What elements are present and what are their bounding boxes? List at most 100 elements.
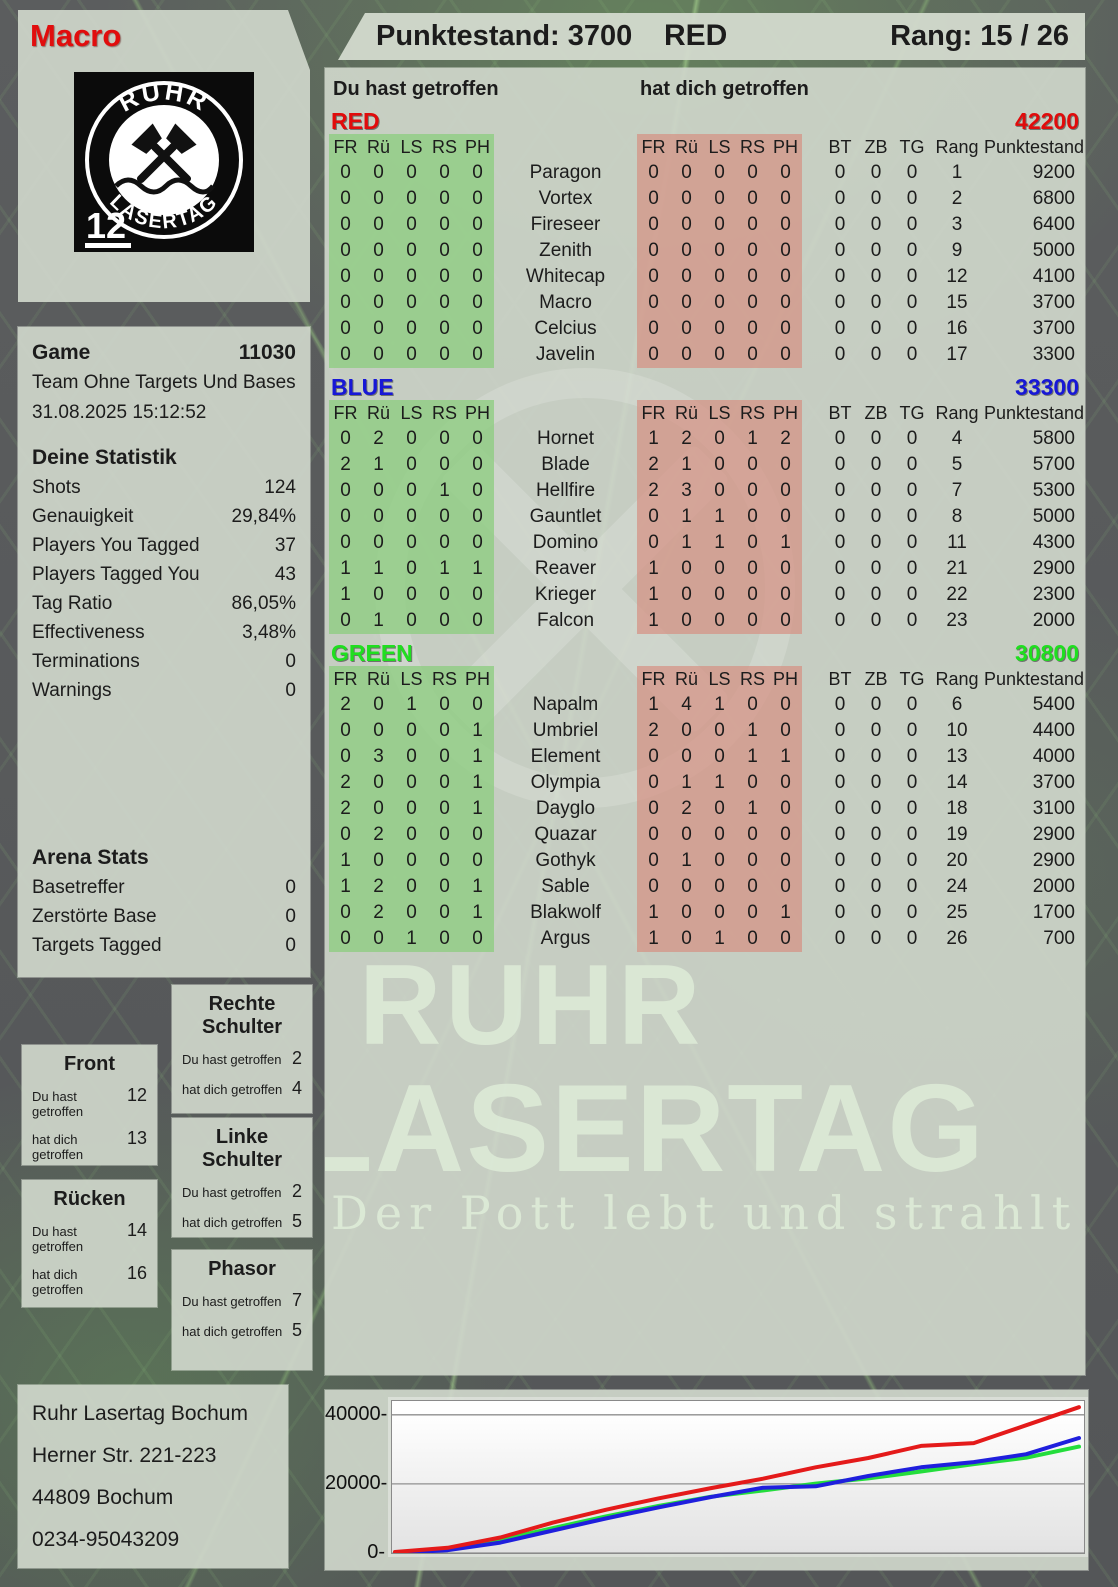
du-hit-cell: 0 [472, 162, 483, 183]
du-hit-cell: 0 [439, 720, 450, 741]
dich-hit-cell: 1 [648, 558, 659, 579]
du-hit-cell: 0 [439, 454, 450, 475]
zone-title: Front [63, 1053, 116, 1075]
col-header: TG [899, 136, 925, 157]
zb-cell: 0 [870, 214, 882, 235]
zone-du-label: Du hast getroffen [32, 1224, 84, 1254]
col-header: Rü [366, 668, 390, 689]
du-hit-cell: 1 [373, 558, 384, 579]
dich-hit-cell: 1 [714, 928, 725, 949]
bt-cell: 0 [834, 720, 846, 741]
du-hit-cell: 1 [439, 558, 450, 579]
col-header: RS [431, 402, 457, 423]
dich-hit-cell: 1 [714, 694, 725, 715]
dich-hit-cell: 0 [714, 720, 725, 741]
header-rang: Rang: 15 / 26 [890, 20, 1069, 52]
zone-du-label: Du hast getroffen [182, 1294, 282, 1309]
dich-hit-cell: 0 [714, 344, 725, 365]
punktestand-cell: 3700 [1032, 318, 1075, 339]
du-hit-cell: 0 [439, 584, 450, 605]
stat-label: Warnings [32, 680, 112, 701]
rang-cell: 21 [946, 558, 968, 579]
player-name: Blade [541, 454, 590, 475]
dich-hit-cell: 0 [780, 188, 791, 209]
dich-hit-cell: 0 [747, 876, 758, 897]
arena-stat-row: Targets Tagged 0 [32, 931, 296, 960]
team-header: RED 42200 [325, 108, 1085, 134]
dich-hit-cell: 0 [747, 506, 758, 527]
table-header-row: FR Rü LS RS PH FR Rü LS RS PH BT ZB TG Rang Punktestan… [325, 666, 1086, 692]
zone-box-linke-schulter: Linke Schulter Du hast getroffen 2 hat d… [172, 1118, 312, 1237]
tg-cell: 0 [906, 318, 918, 339]
du-hit-cell: 0 [340, 532, 351, 553]
du-hit-cell: 0 [373, 344, 384, 365]
dich-hit-cell: 0 [714, 558, 725, 579]
player-name: Umbriel [532, 720, 599, 741]
zone-du-value: 12 [126, 1085, 147, 1105]
du-hit-cell: 0 [439, 902, 450, 923]
zone-du-label: Du hast getroffen [182, 1185, 282, 1200]
punktestand-cell: 6400 [1032, 214, 1075, 235]
punktestand-cell: 5700 [1032, 454, 1075, 475]
du-hit-cell: 0 [439, 240, 450, 261]
bt-cell: 0 [834, 824, 846, 845]
du-hit-cell: 0 [373, 694, 384, 715]
bt-cell: 0 [834, 162, 846, 183]
punktestand-cell: 5000 [1032, 506, 1075, 527]
tg-cell: 0 [906, 928, 918, 949]
statistik-row: Tag Ratio 86,05% [32, 589, 296, 618]
col-header: RS [739, 402, 765, 423]
zone-dich-value: 16 [126, 1263, 147, 1283]
dich-hit-cell: 0 [648, 240, 659, 261]
zb-cell: 0 [870, 850, 882, 871]
du-hit-cell: 0 [340, 188, 351, 209]
player-row: 0 0 1 0 0 Argus 1 0 1 0 0 0 0 0 26 700 [325, 926, 1085, 952]
dich-hit-cell: 0 [747, 214, 758, 235]
player-row: 0 2 0 0 1 Blakwolf 1 0 0 0 1 0 0 0 25 1700 [325, 900, 1085, 926]
dich-hit-cell: 0 [747, 162, 758, 183]
punktestand-cell: 2900 [1032, 850, 1075, 871]
du-hit-cell: 0 [439, 506, 450, 527]
arena-stat-row: Zerstörte Base 0 [32, 902, 296, 931]
dich-hit-cell: 0 [747, 824, 758, 845]
bt-cell: 0 [834, 480, 846, 501]
dich-hit-cell: 1 [681, 772, 692, 793]
tg-cell: 0 [906, 584, 918, 605]
dich-hit-cell: 1 [714, 772, 725, 793]
du-hit-cell: 0 [439, 162, 450, 183]
rang-cell: 11 [947, 532, 967, 553]
du-hit-cell: 0 [373, 772, 384, 793]
du-hit-cell: 0 [406, 454, 417, 475]
dich-hit-cell: 0 [747, 292, 758, 313]
stat-value: 0 [285, 680, 296, 701]
du-hit-cell: 2 [373, 428, 384, 449]
zone-du-row: Du hast getroffen 2 [182, 1181, 302, 1202]
stat-value: 0 [285, 877, 296, 898]
col-header: ZB [864, 402, 888, 423]
col-header: PH [772, 136, 798, 157]
stat-value: 29,84% [231, 506, 296, 527]
player-name: Zenith [539, 240, 592, 261]
dich-hit-cell: 0 [648, 746, 659, 767]
du-hit-cell: 0 [472, 240, 483, 261]
zb-cell: 0 [870, 694, 882, 715]
stat-label: Genauigkeit [32, 506, 134, 527]
team-name: GREEN [331, 639, 413, 666]
dich-hit-cell: 0 [648, 798, 659, 819]
dich-hit-cell: 0 [780, 694, 791, 715]
du-hit-cell: 0 [439, 746, 450, 767]
arena-stats-title: Arena Stats [32, 846, 149, 869]
dich-hit-cell: 2 [780, 428, 791, 449]
bt-cell: 0 [834, 506, 846, 527]
col-header: LS [400, 136, 423, 157]
dich-hit-cell: 1 [714, 532, 725, 553]
punktestand-cell: 2900 [1032, 824, 1075, 845]
du-hit-cell: 1 [373, 454, 384, 475]
rang-cell: 4 [951, 428, 963, 449]
zone-dich-row: hat dich getroffen 5 [182, 1320, 302, 1341]
du-hit-cell: 0 [439, 850, 450, 871]
dich-hit-cell: 1 [648, 694, 659, 715]
zb-cell: 0 [870, 798, 882, 819]
deine-statistik-rows: Shots 124 Genauigkeit 29,84% Players You Tag… [32, 473, 296, 705]
player-name: Quazar [534, 824, 597, 845]
